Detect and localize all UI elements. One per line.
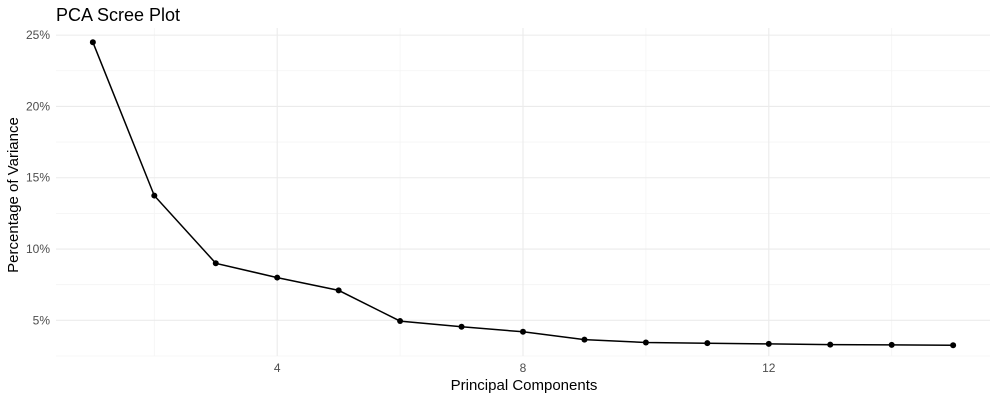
data-point [827, 341, 834, 348]
data-point [581, 336, 588, 343]
data-point [89, 39, 96, 46]
y-tick-label: 25% [26, 28, 50, 42]
y-tick-label: 20% [26, 99, 50, 113]
x-tick-label: 4 [274, 361, 281, 375]
y-axis-ticks: 5% 10% 15% 20% 25% [26, 28, 50, 327]
y-tick-label: 5% [33, 313, 51, 327]
data-point [765, 340, 772, 347]
data-point [212, 260, 219, 267]
data-point [950, 342, 957, 349]
x-axis-ticks: 4 8 12 [274, 361, 776, 375]
data-point [888, 341, 895, 348]
x-tick-label: 8 [520, 361, 527, 375]
data-point [704, 340, 711, 347]
x-tick-label: 12 [762, 361, 776, 375]
data-point [520, 328, 526, 335]
grid [56, 28, 990, 357]
y-axis-title: Percentage of Variance [5, 117, 22, 273]
data-point [642, 339, 649, 346]
data-point [458, 323, 465, 330]
data-point [335, 287, 342, 294]
series-group [89, 39, 957, 349]
x-axis-title: Principal Components [451, 377, 598, 394]
data-point [151, 192, 158, 199]
data-point [274, 274, 281, 281]
data-point [397, 318, 404, 325]
chart-title: PCA Scree Plot [56, 5, 180, 25]
y-tick-label: 15% [26, 171, 50, 185]
y-tick-label: 10% [26, 242, 50, 256]
